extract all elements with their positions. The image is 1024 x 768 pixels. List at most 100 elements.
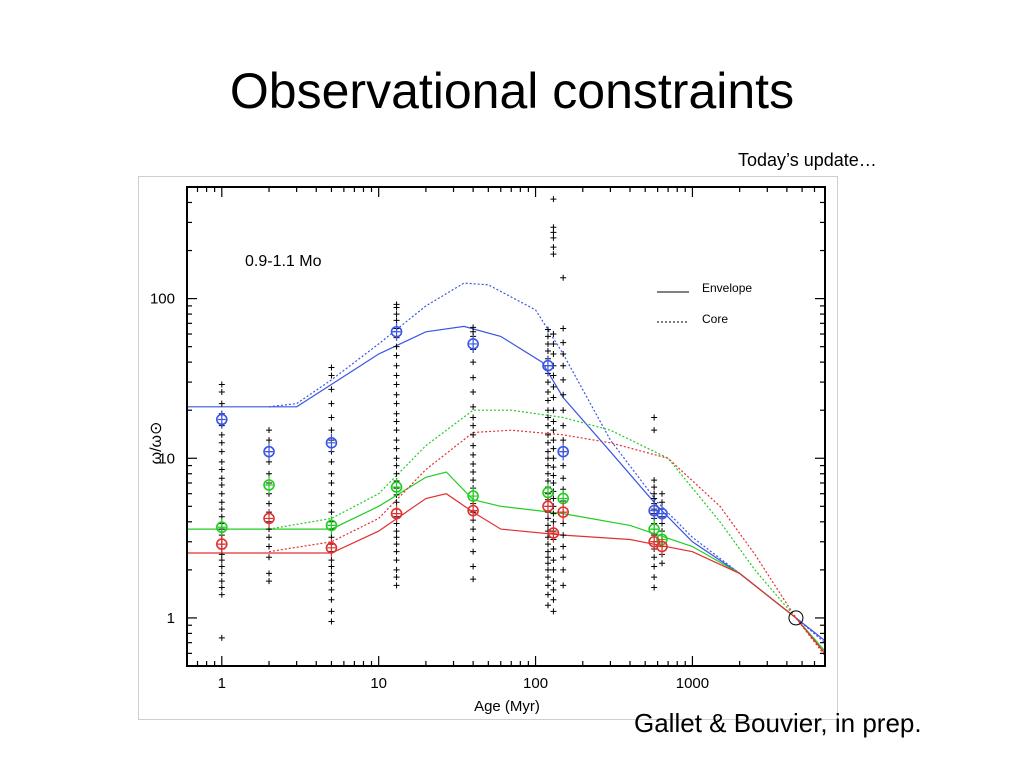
data-point [218,570,225,577]
data-point [470,324,477,331]
data-point [218,506,225,513]
data-point [544,582,551,589]
data-point [328,470,335,477]
data-point [218,591,225,598]
data-point [560,391,567,398]
data-point [651,414,658,421]
data-point [550,445,557,452]
data-point [470,469,477,476]
data-point [550,418,557,425]
data-point [218,400,225,407]
data-point [328,578,335,585]
data-point [560,554,567,561]
data-point [328,608,335,615]
data-point [550,480,557,487]
data-point [550,340,557,347]
percentile-errorbar-green [217,518,226,537]
data-point [328,400,335,407]
data-point [328,570,335,577]
model-red-core [268,429,826,657]
percentile-errorbar-red [217,535,226,554]
data-point [328,490,335,497]
data-point [266,578,273,585]
data-point [550,372,557,379]
data-point [560,274,567,281]
data-point [218,448,225,455]
data-point [651,563,658,570]
data-point [218,458,225,465]
data-point [544,340,551,347]
x-tick-label: 100 [523,675,548,692]
y-tick-label: 10 [158,450,175,467]
data-point [544,548,551,555]
data-point [393,557,400,564]
data-point [328,414,335,421]
percentile-errorbar-blue [559,442,568,461]
data-point [218,557,225,564]
data-point [470,442,477,449]
percentile-point-red [216,538,228,550]
data-point [550,472,557,479]
data-point [218,584,225,591]
data-point [651,484,658,491]
data-point [544,591,551,598]
data-point [550,495,557,502]
model-curves [187,282,826,657]
percentile-errorbar-red [265,509,274,528]
data-point [328,596,335,603]
percentile-errorbar-red [543,497,552,516]
data-point [218,439,225,446]
percentile-point-red [557,506,569,518]
data-point [218,431,225,438]
data-point [550,196,557,203]
data-point [550,427,557,434]
percentile-point-blue [263,445,275,458]
data-point [328,509,335,516]
data-point [560,376,567,383]
data-point [550,464,557,471]
data-point [218,499,225,506]
data-point [550,586,557,593]
data-point [544,414,551,421]
data-point [470,414,477,421]
data-point [218,466,225,473]
plot-frame [186,186,826,667]
data-point [550,566,557,573]
data-point [218,475,225,482]
data-point [550,437,557,444]
percentile-errorbar-blue [327,433,336,452]
percentile-point-green [216,521,228,534]
data-point [560,407,567,414]
data-point [393,362,400,369]
data-point [651,574,658,581]
data-point [544,566,551,573]
data-point [218,634,225,641]
data-point [266,543,273,550]
data-point [544,422,551,429]
legend-envelope-label: Envelope [702,281,752,295]
data-point [651,477,658,484]
data-point [544,462,551,469]
data-point [393,566,400,573]
data-point [560,475,567,482]
percentile-errorbar-blue [265,442,274,461]
data-point [393,445,400,452]
data-point [393,317,400,324]
data-point [218,578,225,585]
data-point [550,394,557,401]
data-point [550,383,557,390]
percentile-point-red [467,504,479,517]
percentile-errorbar-green [265,476,274,495]
data-point [218,563,225,570]
data-point [550,229,557,236]
data-point [470,526,477,533]
data-point [266,534,273,541]
model-green-envelope [187,471,826,652]
data-point [328,500,335,507]
data-point [328,364,335,371]
legend: Envelope Core [657,281,752,326]
data-point [328,618,335,625]
data-point [659,499,666,506]
percentile-point-red [656,540,668,553]
data-point [544,470,551,477]
